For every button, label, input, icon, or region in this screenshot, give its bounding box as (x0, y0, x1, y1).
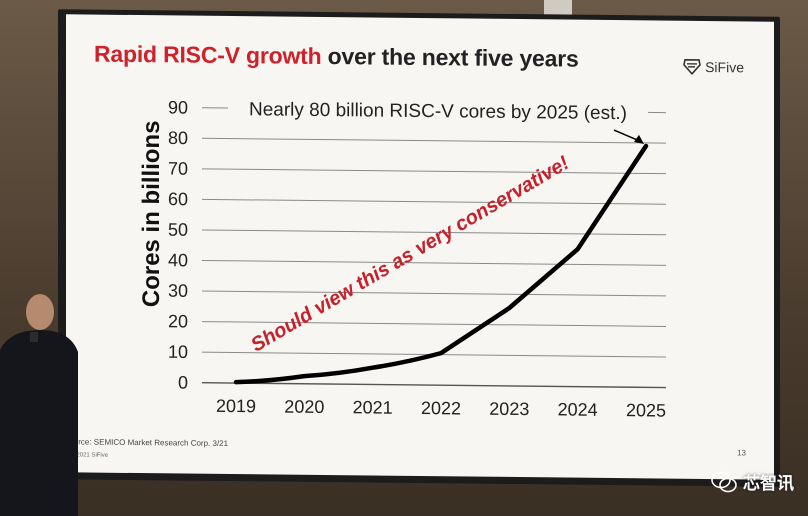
gridline (202, 137, 666, 144)
x-tick-label: 2020 (284, 397, 324, 417)
growth-line-chart: 0 10 20 30 40 50 60 70 80 90 2019 2020 2021 2022 2023… (168, 95, 666, 421)
source-note: Source: SEMICO Market Research Corp. 3/2… (66, 437, 229, 448)
watermark-text: 芯智讯 (743, 474, 794, 493)
diagonal-annotation: Should view this as very conservative! (247, 152, 573, 357)
wechat-icon (711, 471, 737, 492)
sifive-logo-icon (683, 58, 701, 75)
gridline (202, 168, 666, 175)
callout-background (228, 95, 648, 127)
y-tick-label: 80 (168, 128, 188, 148)
y-tick-label: 70 (168, 158, 188, 178)
y-tick-label: 0 (178, 372, 188, 392)
gridline (202, 321, 666, 327)
wechat-watermark: 芯智讯 (711, 469, 794, 494)
y-tick-label: 30 (168, 281, 188, 301)
y-tick-label: 90 (168, 97, 188, 117)
x-tick-label: 2025 (626, 400, 666, 420)
y-tick-label: 50 (168, 220, 188, 240)
y-tick-label: 20 (168, 311, 188, 331)
x-tick-label: 2024 (558, 399, 598, 419)
presentation-slide: Rapid RISC-V growth over the next five y… (66, 14, 774, 480)
y-tick-label: 60 (168, 189, 188, 209)
x-tick-label: 2022 (421, 398, 461, 418)
x-tick-label: 2023 (489, 399, 529, 419)
x-tick-label: 2021 (353, 397, 393, 417)
sifive-logo: SiFive (683, 58, 744, 75)
gridline (202, 382, 666, 389)
presenter-silhouette (0, 294, 78, 516)
page-number: 13 (737, 448, 746, 458)
y-tick-label: 10 (168, 342, 188, 362)
callout-arrowhead (634, 134, 644, 144)
y-tick-label: 40 (168, 250, 188, 270)
gridline (202, 198, 666, 205)
callout-annotation: Nearly 80 billion RISC-V cores by 2025 (… (249, 99, 627, 124)
gridline (202, 259, 666, 266)
x-tick-label: 2019 (216, 396, 256, 416)
series-line-cores (233, 143, 649, 385)
gridline (202, 290, 666, 297)
